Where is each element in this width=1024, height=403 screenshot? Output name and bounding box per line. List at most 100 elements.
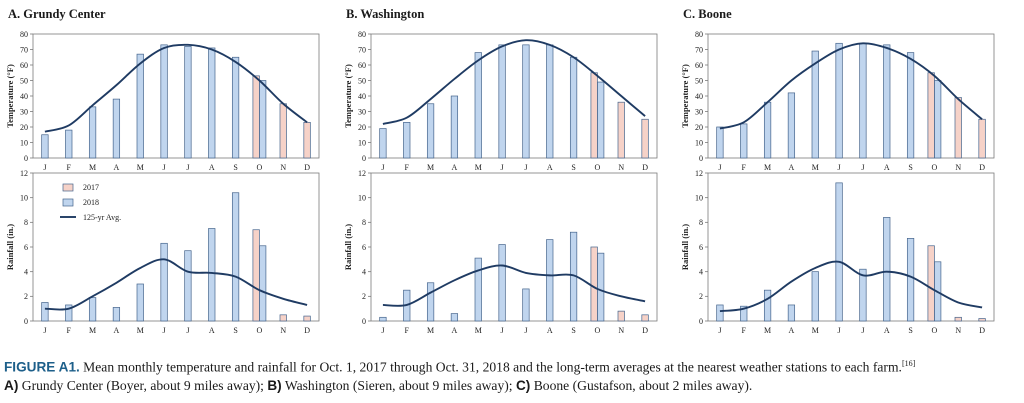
bar-2017 <box>590 72 598 159</box>
y-tick-label: 4 <box>24 267 28 276</box>
average-line <box>719 42 983 130</box>
x-tick-label: M <box>427 326 434 335</box>
average-line <box>382 264 646 307</box>
bar-2018 <box>934 80 942 159</box>
bar-2018 <box>787 304 796 322</box>
y-tick-label: 20 <box>358 123 366 132</box>
x-tick-label: A <box>209 163 215 172</box>
x-tick-label: D <box>642 326 648 335</box>
caption-part-c-label: C) <box>515 377 531 393</box>
panel-title-1: A. Grundy Center <box>8 7 106 21</box>
x-tick-label: N <box>955 326 961 335</box>
bar-2018 <box>811 271 819 322</box>
caption-part-b-text: Washington (Sieren, about 9 miles away); <box>281 377 516 393</box>
y-tick-label: 12 <box>358 169 366 178</box>
y-tick-label: 0 <box>362 154 366 163</box>
x-tick-label: F <box>405 163 410 172</box>
temperature-chart-3: 0 10 20 30 40 50 60 70 80 Temperature (°F) J F M A M J J… <box>680 30 995 172</box>
caption-part-c-text: Boone (Gustafson, about 2 miles away). <box>530 377 753 393</box>
bar-2018 <box>740 123 748 159</box>
bar-2017 <box>303 121 311 159</box>
y-tick-label: 40 <box>358 92 366 101</box>
y-tick-label: 6 <box>362 243 366 252</box>
x-tick-label: J <box>718 163 721 172</box>
bar-2018 <box>474 257 482 322</box>
plot-frame <box>707 33 995 159</box>
x-tick-label: A <box>209 326 215 335</box>
y-tick-label: 80 <box>20 30 28 39</box>
bar-2018 <box>41 302 49 322</box>
bar-2018 <box>136 53 144 159</box>
x-tick-label: J <box>838 326 841 335</box>
x-tick-label: O <box>932 326 938 335</box>
y-tick-label: 60 <box>20 61 28 70</box>
x-tick-label: S <box>571 326 575 335</box>
bar-2017 <box>279 314 287 322</box>
bar-2017 <box>252 75 260 159</box>
plot-frame <box>32 172 320 322</box>
bar-2018 <box>716 126 724 159</box>
y-tick-label: 2 <box>362 292 366 301</box>
bar-2018 <box>112 307 121 322</box>
y-tick-label: 20 <box>20 123 28 132</box>
bar-2018 <box>403 121 411 159</box>
bar-2018 <box>546 239 554 322</box>
x-tick-label: S <box>233 163 237 172</box>
y-tick-label: 4 <box>362 267 366 276</box>
x-tick-label: A <box>789 163 795 172</box>
y-tick-label: 8 <box>362 218 366 227</box>
bar-2018 <box>498 244 506 322</box>
y-tick-label: 70 <box>20 45 28 54</box>
y-tick-label: 10 <box>358 138 366 147</box>
y-tick-label: 0 <box>362 317 366 326</box>
bar-2017 <box>978 118 986 159</box>
bar-2018 <box>184 250 192 322</box>
bar-2018 <box>379 316 387 322</box>
x-tick-label: F <box>742 326 747 335</box>
x-tick-label: J <box>381 326 384 335</box>
plot-frame <box>370 172 658 322</box>
temperature-chart-1: 0 10 20 30 40 50 60 70 80 Temperature (°F) J F M A M J J… <box>5 30 320 172</box>
x-tick-label: M <box>137 163 144 172</box>
average-line <box>44 258 308 311</box>
x-tick-label: A <box>884 326 890 335</box>
bar-2017 <box>303 315 311 322</box>
figure-charts: A. Grundy Center01020304050607080Tempera… <box>5 7 995 335</box>
bar-2018 <box>41 134 49 159</box>
x-tick-label: S <box>908 326 912 335</box>
bar-2018 <box>883 217 891 322</box>
legend-swatch-2018 <box>62 198 74 207</box>
y-axis-label: Rainfall (in.) <box>343 224 353 270</box>
x-tick-label: F <box>67 163 72 172</box>
x-tick-label: M <box>475 326 482 335</box>
x-tick-label: O <box>595 326 601 335</box>
legend: 2017 2018 125-yr Avg. <box>60 183 121 222</box>
y-tick-label: 40 <box>20 92 28 101</box>
bar-2017 <box>617 101 625 159</box>
y-tick-label: 12 <box>20 169 28 178</box>
x-tick-label: J <box>524 326 527 335</box>
y-tick-label: 2 <box>24 292 28 301</box>
y-tick-label: 0 <box>699 317 703 326</box>
bar-2018 <box>160 44 168 159</box>
y-tick-label: 12 <box>695 169 703 178</box>
y-axis-label: Rainfall (in.) <box>680 224 690 270</box>
x-tick-label: J <box>43 326 46 335</box>
x-tick-label: F <box>742 163 747 172</box>
y-tick-label: 40 <box>695 92 703 101</box>
x-tick-label: A <box>547 326 553 335</box>
bar-2018 <box>597 252 605 322</box>
y-tick-label: 50 <box>358 76 366 85</box>
x-tick-label: D <box>979 163 985 172</box>
y-tick-label: 0 <box>24 317 28 326</box>
x-tick-label: M <box>475 163 482 172</box>
x-tick-label: S <box>571 163 575 172</box>
caption-part-a-text: Grundy Center (Boyer, about 9 miles away… <box>18 377 268 393</box>
bar-2017 <box>641 118 649 159</box>
bar-2018 <box>811 50 819 159</box>
x-tick-label: A <box>452 326 458 335</box>
temperature-chart-2: 0 10 20 30 40 50 60 70 80 Temperature (°F) J F M A M J J… <box>343 30 658 172</box>
x-tick-label: A <box>452 163 458 172</box>
bar-2018 <box>65 304 73 322</box>
bar-2018 <box>883 44 891 159</box>
